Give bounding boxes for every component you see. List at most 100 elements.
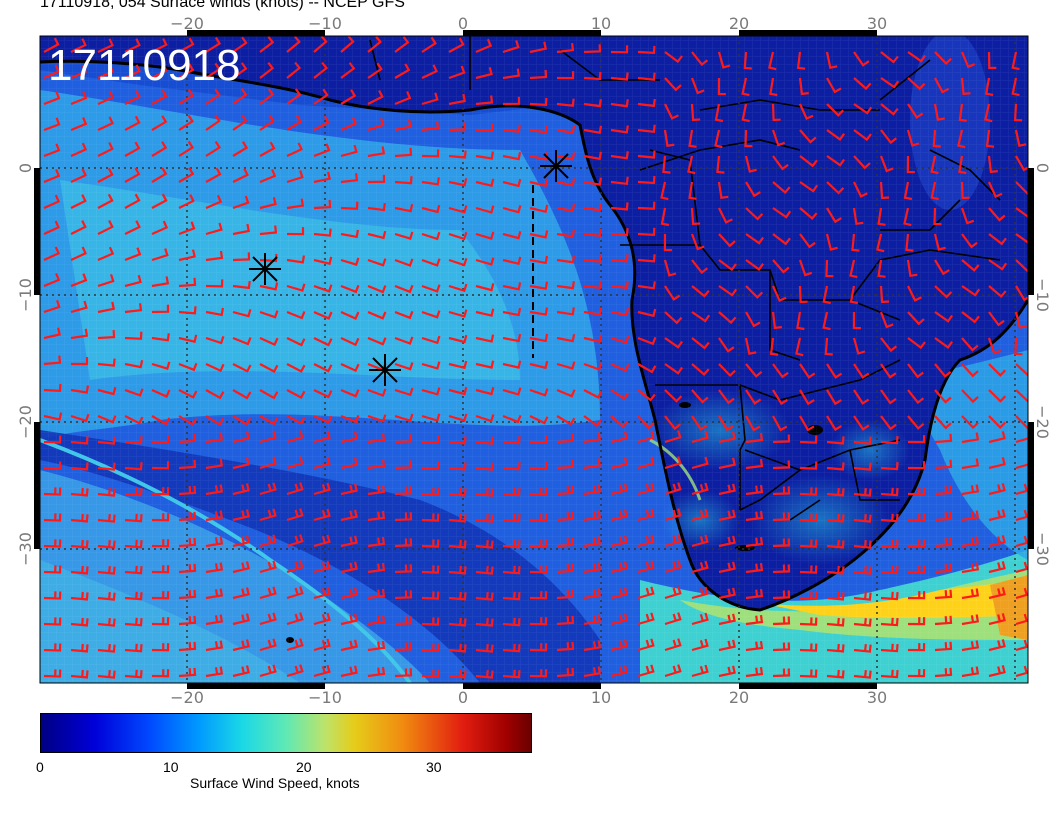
wind-barb: [744, 155, 757, 173]
wind-barb: [583, 666, 602, 678]
wind-barb: [178, 389, 198, 399]
wind-barb: [556, 98, 575, 107]
lat-tick-label: 0: [16, 163, 35, 173]
wind-barb: [529, 230, 549, 239]
wind-barb: [772, 460, 791, 470]
map-title: 17110918, 054 Surface winds (knots) -- N…: [40, 0, 405, 11]
wind-barb: [772, 259, 790, 274]
wind-barb: [43, 37, 60, 53]
wind-barb: [745, 614, 764, 626]
wind-barb: [502, 124, 521, 133]
wind-barb: [716, 155, 725, 174]
wind-barb: [124, 487, 143, 497]
wind-barb: [232, 336, 252, 346]
wind-barb: [43, 64, 61, 80]
wind-barb: [961, 285, 981, 297]
wind-barb: [502, 360, 522, 369]
wind-barb: [448, 565, 467, 575]
wind-barb: [205, 510, 224, 522]
wind-barb: [124, 617, 143, 627]
wind-barb: [259, 612, 277, 626]
wind-barb: [529, 255, 549, 265]
lon-tick-label: 0: [458, 688, 468, 707]
wind-barb: [475, 539, 494, 549]
wind-barb: [286, 508, 304, 522]
wind-barb: [340, 665, 358, 678]
wind-barb: [664, 534, 682, 548]
wind-barb: [826, 415, 842, 432]
wind-barb: [232, 509, 250, 522]
wind-barb: [286, 638, 304, 652]
wind-barb: [421, 204, 441, 214]
wind-barb: [772, 363, 789, 379]
wind-barb: [448, 309, 468, 318]
wind-barb: [988, 259, 1008, 271]
wind-barb: [475, 513, 494, 523]
wind-barb: [475, 151, 494, 160]
wind-barb: [637, 281, 656, 290]
wind-barb: [475, 617, 494, 627]
wind-barb: [340, 431, 358, 444]
wind-barb: [690, 77, 705, 95]
wind-barb: [772, 564, 791, 574]
wind-barb: [610, 72, 629, 81]
wind-barb: [448, 360, 468, 370]
wind-barb: [367, 310, 387, 320]
wind-barb: [286, 389, 306, 399]
lat-labels-right: 0 −10 −20 −30: [1033, 163, 1052, 566]
wind-barb: [610, 45, 629, 54]
lon-tick-label: 30: [867, 14, 887, 33]
wind-barb: [960, 181, 970, 200]
wind-barb: [660, 181, 669, 201]
wind-barb: [664, 560, 682, 574]
wind-barb: [880, 617, 899, 627]
wind-barb: [826, 129, 845, 141]
wind-barb: [205, 37, 222, 53]
wind-barb: [583, 99, 602, 108]
wind-barb: [796, 311, 805, 331]
wind-barb: [259, 141, 276, 157]
wind-barb: [691, 534, 709, 548]
wind-barb: [286, 612, 304, 626]
wind-barb: [529, 360, 549, 370]
wind-barb: [232, 62, 248, 79]
wind-barb: [178, 433, 197, 444]
wind-barb: [178, 485, 197, 496]
wind-barb: [907, 337, 926, 350]
wind-barb: [610, 99, 629, 108]
wind-barb: [502, 68, 521, 80]
wind-barb: [124, 115, 141, 131]
wind-barb: [718, 457, 736, 470]
wind-barb: [394, 434, 413, 444]
lat-tick-label: −20: [1033, 405, 1052, 439]
wind-barb: [313, 612, 331, 626]
wind-barb: [930, 155, 939, 175]
wind-barb: [340, 257, 360, 266]
wind-barb: [961, 666, 980, 678]
wind-barb: [691, 415, 708, 431]
wind-barb: [502, 617, 521, 627]
lon-tick-label: 10: [591, 14, 611, 33]
wind-barb: [448, 539, 467, 549]
wind-barb: [205, 62, 221, 79]
wind-barb: [690, 103, 701, 122]
wind-barb: [799, 233, 816, 249]
wind-barb: [367, 230, 387, 240]
wind-barb: [421, 231, 441, 241]
wind-barb: [610, 254, 629, 263]
wind-barb: [475, 257, 495, 266]
wind-barb: [583, 254, 602, 263]
wind-barb: [799, 487, 818, 496]
wind-barb: [934, 641, 953, 652]
wind-barb: [637, 389, 656, 402]
asterisk-marker: [369, 354, 401, 386]
wind-barb: [178, 114, 194, 131]
wind-barb: [70, 617, 89, 627]
wind-barb: [205, 279, 224, 288]
wind-barb: [826, 77, 842, 94]
wind-barb: [637, 308, 657, 318]
wind-barb: [367, 62, 383, 79]
wind-barb: [205, 484, 224, 496]
wind-barb: [691, 430, 709, 444]
wind-barb: [718, 665, 736, 678]
